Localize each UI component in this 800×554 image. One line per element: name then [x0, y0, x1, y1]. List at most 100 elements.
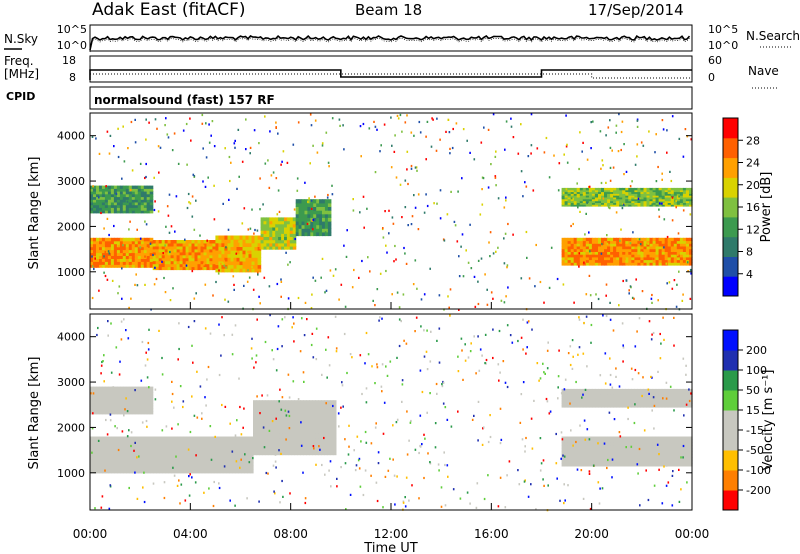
heatmap-cell	[304, 206, 308, 211]
heatmap-cell	[390, 116, 392, 119]
heatmap-cell	[601, 463, 605, 467]
heatmap-cell	[146, 201, 151, 206]
heatmap-cell	[570, 445, 575, 449]
heatmap-cell	[685, 237, 690, 242]
heatmap-cell	[634, 397, 638, 401]
heatmap-cell	[607, 405, 611, 408]
heatmap-cell	[573, 191, 578, 194]
heatmap-cell	[628, 403, 632, 406]
heatmap-cell	[137, 405, 142, 409]
heatmap-cell	[90, 207, 94, 211]
heatmap-cell	[313, 224, 317, 229]
heatmap-cell	[689, 401, 693, 404]
heatmap-cell	[154, 200, 156, 203]
heatmap-cell	[604, 262, 608, 266]
heatmap-cell	[121, 177, 123, 180]
heatmap-cell	[561, 401, 566, 404]
heatmap-cell	[638, 447, 641, 451]
heatmap-cell	[122, 386, 127, 390]
heatmap-cell	[281, 242, 285, 247]
heatmap-cell	[120, 436, 124, 441]
heatmap-cell	[270, 422, 275, 428]
heatmap-cell	[557, 397, 559, 400]
heatmap-cell	[647, 388, 650, 391]
heatmap-cell	[180, 440, 185, 445]
heatmap-cell	[588, 445, 593, 449]
heatmap-cell	[324, 291, 326, 294]
heatmap-cell	[678, 468, 680, 471]
heatmap-cell	[520, 170, 523, 173]
heatmap-cell	[667, 392, 672, 395]
heatmap-cell	[443, 239, 446, 242]
heatmap-cell	[99, 397, 103, 401]
heatmap-cell	[292, 230, 297, 234]
heatmap-cell	[166, 205, 169, 208]
heatmap-cell	[225, 465, 230, 470]
heatmap-cell	[676, 245, 681, 250]
heatmap-cell	[264, 422, 269, 428]
heatmap-cell	[625, 170, 628, 173]
heatmap-cell	[658, 245, 663, 250]
heatmap-cell	[153, 465, 157, 470]
nsky-label: N.Sky	[4, 32, 38, 46]
heatmap-cell	[664, 248, 669, 252]
heatmap-cell	[667, 248, 672, 252]
heatmap-cell	[199, 234, 201, 237]
heatmap-cell	[99, 240, 103, 245]
heatmap-cell	[110, 188, 115, 192]
heatmap-cell	[105, 451, 109, 456]
heatmap-cell	[120, 338, 123, 341]
heatmap-cell	[477, 302, 480, 306]
heatmap-cell	[622, 390, 626, 394]
heatmap-cell	[288, 432, 293, 439]
heatmap-cell	[619, 245, 623, 250]
heatmap-cell	[129, 454, 133, 459]
heatmap-cell	[661, 248, 666, 252]
heatmap-cell	[261, 394, 263, 397]
heatmap-cell	[194, 251, 199, 256]
heatmap-cell	[163, 276, 165, 280]
heatmap-cell	[440, 505, 443, 508]
heatmap-cell	[238, 240, 240, 243]
heatmap-cell	[689, 397, 693, 401]
heatmap-cell	[643, 243, 648, 247]
heatmap-cell	[664, 436, 669, 440]
heatmap-cell	[673, 454, 678, 458]
heatmap-cell	[140, 255, 145, 259]
heatmap-cell	[585, 403, 590, 406]
heatmap-cell	[144, 443, 148, 448]
heatmap-cell	[137, 240, 142, 245]
heatmap-cell	[146, 249, 151, 254]
heatmap-cell	[410, 167, 413, 170]
heatmap-cell	[616, 405, 620, 408]
heatmap-cell	[634, 254, 638, 258]
heatmap-cell	[652, 451, 657, 455]
heatmap-cell	[197, 243, 202, 247]
heatmap-cell	[174, 443, 179, 448]
heatmap-cell	[319, 206, 323, 211]
heatmap-cell	[116, 264, 121, 268]
heatmap-cell	[632, 231, 634, 234]
heatmap-cell	[682, 401, 687, 404]
heatmap-cell	[682, 191, 687, 194]
heatmap-cell	[637, 202, 641, 205]
heatmap-cell	[640, 403, 644, 406]
heatmap-cell	[649, 460, 654, 464]
heatmap-cell	[248, 250, 253, 255]
heatmap-cell	[625, 189, 629, 193]
heatmap-cell	[622, 344, 624, 347]
heatmap-cell	[319, 199, 323, 204]
heatmap-cell	[628, 195, 632, 198]
heatmap-cell	[173, 257, 178, 262]
heatmap-cell	[569, 345, 572, 348]
heatmap-cell	[211, 120, 214, 123]
heatmap-cell	[149, 394, 154, 399]
heatmap-cell	[689, 191, 693, 194]
heatmap-cell	[619, 191, 623, 194]
heatmap-cell	[376, 366, 379, 369]
heatmap-cell	[93, 237, 97, 242]
heatmap-cell	[591, 390, 596, 394]
heatmap-cell	[216, 440, 221, 445]
heatmap-cell	[664, 198, 669, 202]
